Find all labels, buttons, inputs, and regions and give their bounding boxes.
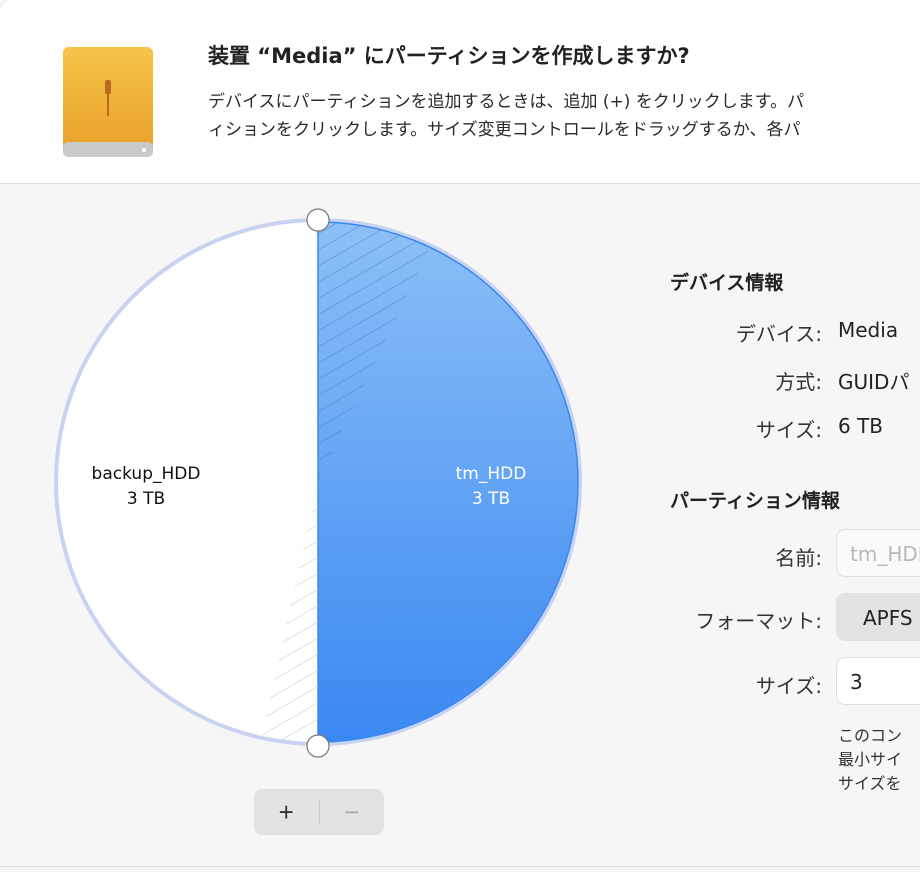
format-label: フォーマット: — [695, 609, 822, 633]
device-size-label: サイズ: — [755, 418, 822, 442]
partition-pie-chart[interactable]: backup_HDD 3 TB tm_HDD 3 TB — [40, 200, 600, 760]
note-line: サイズを — [838, 774, 902, 793]
remove-partition-button[interactable]: − — [320, 789, 385, 835]
resize-handle[interactable] — [306, 208, 330, 232]
partition-label: backup_HDD — [92, 464, 201, 484]
scheme-label: 方式: — [775, 370, 822, 394]
note-line: 最小サイ — [838, 750, 903, 769]
description-line: ィションをクリックします。サイズ変更コントロールをドラッグするか、各パ — [208, 120, 801, 140]
size-label: サイズ: — [755, 674, 822, 698]
device-size-value: 6 TB — [838, 414, 884, 438]
dialog-header: 装置 “Media” にパーティションを作成しますか? デバイスにパーティション… — [0, 0, 920, 184]
device-value: Media — [838, 318, 899, 342]
partition-label: tm_HDD — [456, 464, 527, 484]
partition-name-input[interactable]: tm_HDD — [836, 529, 920, 577]
partition-size: 3 TB — [127, 489, 165, 509]
divider — [318, 799, 320, 825]
device-info-heading: デバイス情報 — [670, 272, 784, 294]
partition-size-input[interactable]: 3 — [836, 657, 920, 705]
used-space-hatch — [318, 222, 430, 482]
size-note: このコン 最小サイ サイズを — [838, 724, 902, 796]
partition-button-bar: + − — [254, 789, 384, 835]
pie-slice-backup-hdd[interactable] — [58, 222, 318, 742]
resize-handle[interactable] — [306, 734, 330, 758]
dialog-title: 装置 “Media” にパーティションを作成しますか? — [208, 44, 690, 68]
description-line: デバイスにパーティションを追加するときは、追加 (+) をクリックします。パ — [208, 92, 805, 112]
note-line: このコン — [838, 726, 903, 745]
pie-slice-tm-hdd[interactable] — [317, 221, 579, 743]
device-label: デバイス: — [735, 322, 822, 346]
name-label: 名前: — [775, 546, 822, 570]
external-drive-icon — [63, 47, 153, 157]
dialog-description: デバイスにパーティションを追加するときは、追加 (+) をクリックします。パ ィ… — [208, 88, 804, 144]
partition-size: 3 TB — [472, 489, 510, 509]
partition-info-heading: パーティション情報 — [670, 490, 840, 512]
add-partition-button[interactable]: + — [254, 789, 319, 835]
format-popup[interactable]: APFS — [836, 593, 920, 641]
scheme-value: GUIDパ — [838, 370, 910, 394]
divider — [0, 866, 920, 867]
used-space-hatch — [262, 482, 318, 743]
